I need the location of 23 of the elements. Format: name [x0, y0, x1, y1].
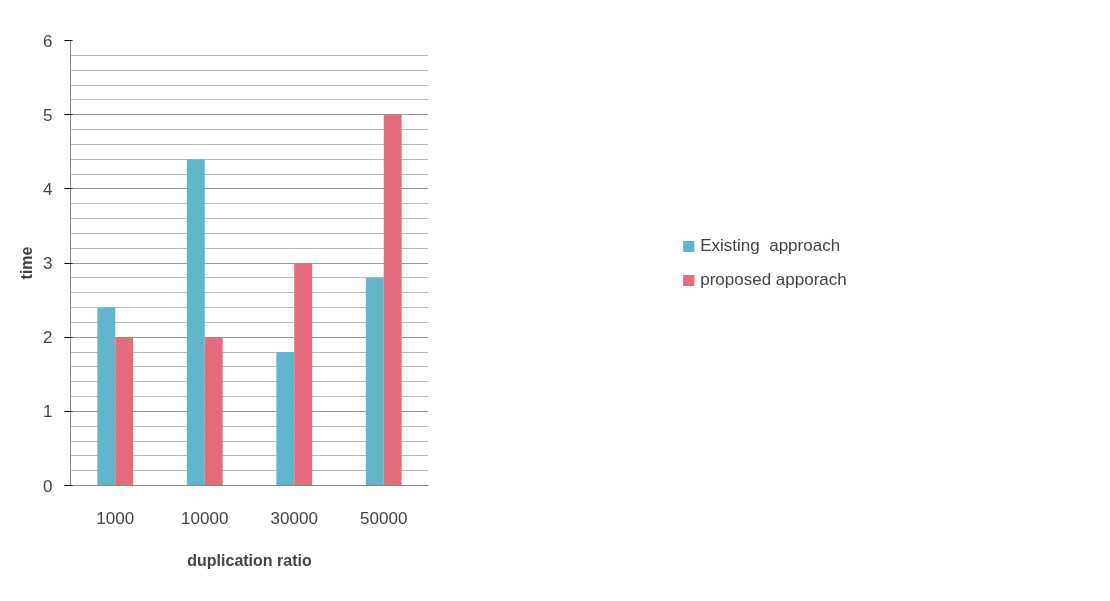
bar [97, 307, 116, 486]
x-tick-label: 10000 [181, 508, 229, 528]
bar [115, 337, 134, 486]
bar [294, 263, 313, 486]
bar [276, 352, 295, 486]
y-tick-label: 0 [43, 476, 53, 496]
bar [365, 277, 384, 486]
x-tick-label: 50000 [360, 508, 408, 528]
y-tick-label: 2 [43, 328, 53, 348]
legend-label: Existing approach [700, 235, 841, 256]
x-tick-label: 1000 [96, 508, 135, 528]
y-tick-label: 6 [43, 31, 53, 51]
legend-label: proposed apporach [700, 269, 847, 290]
y-tick-label: 3 [43, 254, 53, 273]
x-axis-title: duplication ratio [187, 551, 312, 569]
y-tick-label: 4 [43, 179, 53, 199]
y-tick-label: 5 [43, 105, 53, 125]
x-tick-label: 30000 [270, 508, 318, 528]
bar [383, 114, 402, 486]
bar [186, 159, 205, 486]
y-axis-title: time [18, 246, 36, 280]
bar [204, 337, 223, 486]
y-tick-label: 1 [43, 402, 53, 422]
